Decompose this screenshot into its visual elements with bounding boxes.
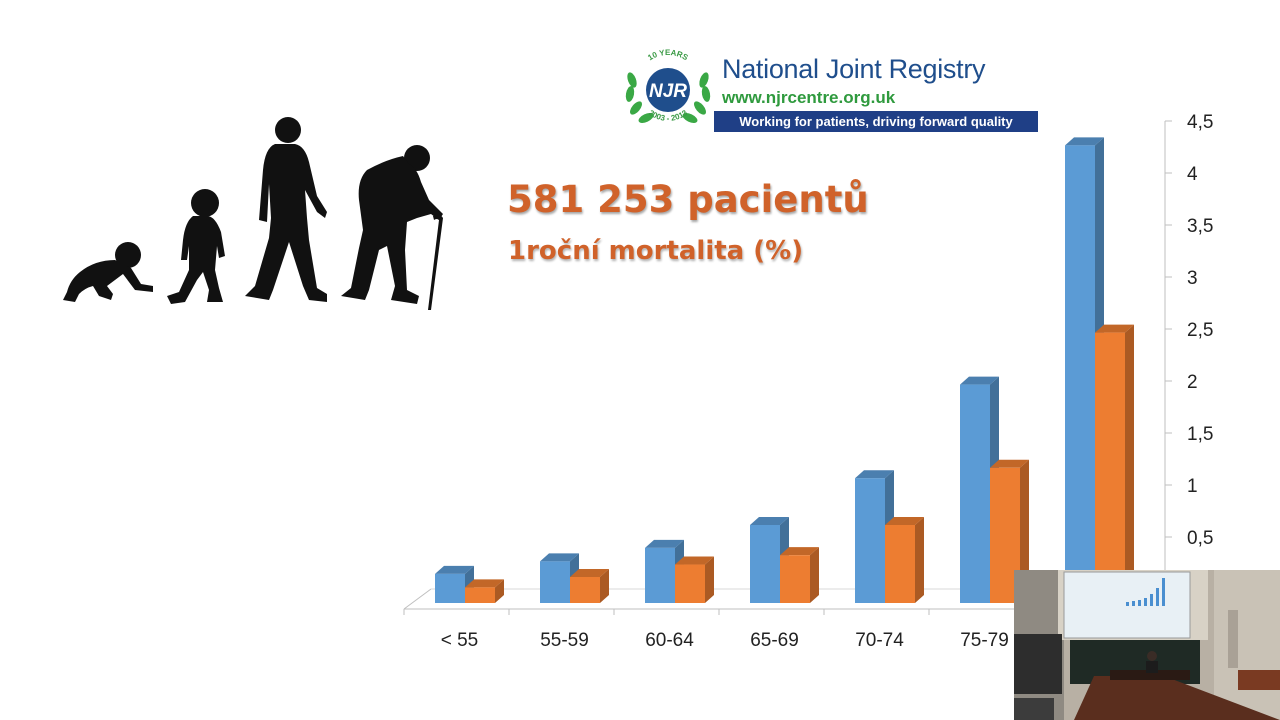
bar-side-face (1125, 324, 1134, 603)
bar-top-face (990, 459, 1029, 468)
bar-2-7074 (885, 517, 924, 603)
bar-2-6064 (675, 556, 714, 603)
njr-seal-top-text: 10 YEARS (646, 48, 690, 63)
bar-front-face (780, 555, 810, 603)
x-category-label: 70-74 (855, 630, 904, 651)
njr-seal-core-text: NJR (649, 81, 687, 102)
bar-top-face (1065, 137, 1104, 146)
bar-top-face (435, 565, 474, 574)
y-tick-label: 1 (1187, 476, 1198, 497)
bar-top-face (645, 539, 684, 548)
bar-front-face (435, 573, 465, 603)
njr-tagline: Working for patients, driving forward qu… (714, 111, 1038, 132)
toddler-silhouette-icon (167, 189, 225, 304)
bar-side-face (1020, 459, 1029, 603)
aging-silhouettes-illustration (63, 117, 443, 310)
headline-patient-count: 581 253 pacientů (507, 178, 869, 221)
bar-front-face (465, 587, 495, 603)
bar-top-face (540, 553, 579, 562)
bar-front-face (960, 384, 990, 603)
svg-text:2003 - 2013: 2003 - 2013 (647, 108, 690, 123)
bar-top-face (960, 376, 999, 385)
bar-side-face (495, 579, 504, 603)
bar-top-face (675, 556, 714, 565)
bar-top-face (780, 547, 819, 556)
x-category-label: 60-64 (645, 630, 694, 651)
y-tick-label: 0,5 (1187, 528, 1213, 549)
svg-text:10 YEARS: 10 YEARS (646, 48, 690, 63)
bar-front-face (1065, 145, 1095, 603)
bar-front-face (675, 564, 705, 603)
bar-top-face (570, 569, 609, 577)
bar-side-face (600, 569, 609, 603)
chart-floor-side (403, 588, 432, 610)
y-tick-label: 3 (1187, 268, 1198, 289)
y-tick-label: 1,5 (1187, 424, 1213, 445)
njr-seal-bottom-text: 2003 - 2013 (647, 108, 690, 123)
x-category-label: 55-59 (540, 630, 589, 651)
njr-url: www.njrcentre.org.uk (722, 88, 896, 107)
x-category-label: < 55 (441, 630, 479, 651)
adult-silhouette-icon (245, 117, 327, 302)
bar-2-6569 (780, 547, 819, 603)
bar-front-face (855, 478, 885, 603)
bar-front-face (750, 525, 780, 603)
webcam-video-inset (1014, 570, 1280, 720)
njr-seal-icon: NJR 10 YEARS 2003 - 2013 (625, 48, 711, 123)
bar-front-face (1095, 332, 1125, 603)
bar-front-face (645, 547, 675, 603)
bar-front-face (540, 561, 570, 603)
bar-front-face (885, 525, 915, 603)
x-category-label: 65-69 (750, 630, 799, 651)
njr-name: National Joint Registry (722, 54, 986, 84)
bar-top-face (855, 470, 894, 479)
baby-silhouette-icon (63, 242, 153, 302)
y-tick-label: 2 (1187, 372, 1198, 393)
bar-top-face (1095, 324, 1134, 333)
bar-front-face (570, 577, 600, 603)
y-tick-label: 4 (1187, 164, 1198, 185)
bar-2-80 (1095, 324, 1134, 603)
y-tick-label: 3,5 (1187, 216, 1213, 237)
bar-2-55 (465, 579, 504, 603)
bar-2-5559 (570, 569, 609, 603)
y-tick-label: 2,5 (1187, 320, 1213, 341)
y-tick-label: 4,5 (1187, 112, 1213, 133)
bar-top-face (885, 517, 924, 525)
bar-top-face (750, 517, 789, 525)
x-category-label: 75-79 (960, 630, 1009, 651)
bar-side-face (915, 517, 924, 603)
bar-top-face (465, 579, 504, 588)
njr-logo: NJR 10 YEARS 2003 - 2013 National Joint … (618, 40, 1043, 135)
chart-title: 1roční mortalita (%) (508, 236, 804, 266)
bar-side-face (705, 556, 714, 603)
bar-side-face (810, 547, 819, 603)
elderly-silhouette-icon (341, 145, 443, 310)
